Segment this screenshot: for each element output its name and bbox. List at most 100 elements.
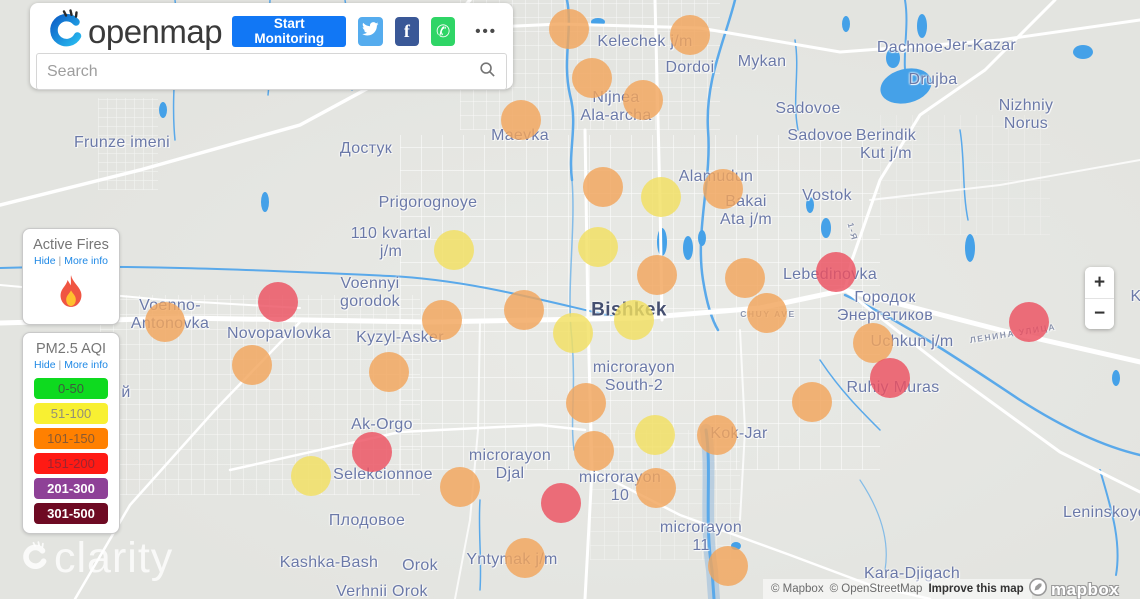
aqi-marker-orange[interactable] — [747, 293, 787, 333]
map-label: Kara-Djigach — [863, 565, 961, 583]
map-attribution: © Mapbox © OpenStreetMap Improve this ma… — [763, 579, 1032, 599]
map-label: Jer-Kazar — [943, 37, 1017, 55]
search-icon[interactable] — [479, 61, 496, 83]
map-label: Vostok — [802, 187, 852, 205]
aqi-marker-orange[interactable] — [708, 546, 748, 586]
aqi-marker-orange[interactable] — [549, 9, 589, 49]
aqi-marker-yellow[interactable] — [434, 230, 474, 270]
aqi-marker-orange[interactable] — [440, 467, 480, 507]
aqi-marker-red[interactable] — [816, 252, 856, 292]
aqi-marker-orange[interactable] — [505, 538, 545, 578]
aqi-marker-orange[interactable] — [697, 415, 737, 455]
aqi-hide-link[interactable]: Hide — [34, 359, 56, 371]
aqi-marker-orange[interactable] — [572, 58, 612, 98]
whatsapp-icon: ✆ — [435, 21, 451, 41]
map-label: Bakai Ata j/m — [720, 193, 772, 228]
map-label: Dachnoe — [876, 39, 944, 57]
facebook-icon: f — [403, 20, 410, 41]
aqi-marker-yellow[interactable] — [635, 415, 675, 455]
aqi-marker-red[interactable] — [258, 282, 298, 322]
search-box — [36, 53, 507, 90]
zoom-out-button[interactable]: − — [1085, 298, 1114, 329]
map-label: K — [1130, 288, 1140, 306]
aqi-scale-0-50: 0-50 — [34, 378, 108, 399]
map-label: Orok — [402, 557, 438, 575]
aqi-marker-yellow[interactable] — [578, 227, 618, 267]
aqi-marker-yellow[interactable] — [641, 177, 681, 217]
aqi-marker-red[interactable] — [870, 358, 910, 398]
search-input[interactable] — [37, 62, 479, 81]
mapbox-logo-icon — [1028, 577, 1048, 599]
aqi-marker-orange[interactable] — [623, 80, 663, 120]
map-label: Voennyi gorodok — [340, 275, 400, 310]
map-label: Kashka-Bash — [279, 554, 379, 572]
map-label: 110 kvartal j/m — [350, 225, 432, 260]
aqi-marker-orange[interactable] — [369, 352, 409, 392]
aqi-marker-orange[interactable] — [670, 15, 710, 55]
aqi-more-info-link[interactable]: More info — [64, 359, 108, 371]
logo-row: openmap Start Monitoring f ✆ ••• — [30, 3, 513, 55]
aqi-marker-orange[interactable] — [853, 323, 893, 363]
twitter-button[interactable] — [358, 16, 383, 46]
map-label: microrayon 11 — [659, 519, 743, 554]
map-label: Ak-Orgo — [351, 416, 413, 434]
header-card: openmap Start Monitoring f ✆ ••• — [30, 3, 513, 90]
aqi-marker-yellow[interactable] — [614, 300, 654, 340]
aqi-marker-orange[interactable] — [422, 300, 462, 340]
map-label: Nizhniy Norus — [998, 97, 1054, 132]
map-label: Frunze imeni — [73, 134, 171, 152]
map-label: Selekcionnoe — [333, 466, 433, 484]
osm-copyright[interactable]: © OpenStreetMap — [829, 583, 923, 595]
aqi-legend-panel: PM2.5 AQI Hide | More info 0-50 51-100 101… — [22, 332, 120, 534]
aqi-marker-orange[interactable] — [145, 302, 185, 342]
mapbox-logo[interactable]: mapbox — [1028, 577, 1119, 599]
link-divider: | — [58, 359, 65, 371]
map-label: Kyzyl-Asker — [356, 329, 444, 347]
active-fires-links: Hide | More info — [23, 255, 119, 267]
map-label: Плодовое — [328, 512, 406, 530]
active-fires-panel: Active Fires Hide | More info — [22, 228, 120, 325]
aqi-marker-red[interactable] — [352, 432, 392, 472]
aqi-marker-orange[interactable] — [703, 169, 743, 209]
aqi-marker-orange[interactable] — [637, 255, 677, 295]
zoom-control: + − — [1085, 267, 1114, 329]
twitter-icon — [362, 22, 379, 40]
zoom-divider — [1085, 297, 1114, 299]
map-label: Drujba — [908, 71, 958, 89]
active-fires-more-info-link[interactable]: More info — [64, 255, 108, 267]
overflow-menu-button[interactable]: ••• — [469, 22, 503, 41]
mapbox-copyright[interactable]: © Mapbox — [771, 583, 824, 595]
aqi-marker-yellow[interactable] — [553, 313, 593, 353]
aqi-marker-yellow[interactable] — [291, 456, 331, 496]
aqi-marker-orange[interactable] — [504, 290, 544, 330]
whatsapp-button[interactable]: ✆ — [430, 16, 456, 46]
aqi-marker-red[interactable] — [541, 483, 581, 523]
facebook-button[interactable]: f — [394, 16, 419, 46]
active-fires-title: Active Fires — [33, 237, 109, 253]
aqi-marker-orange[interactable] — [725, 258, 765, 298]
map-label: Mykan — [737, 53, 787, 71]
aqi-marker-orange[interactable] — [792, 382, 832, 422]
aqi-marker-orange[interactable] — [636, 468, 676, 508]
map-label: Sadovoe — [775, 100, 841, 118]
start-monitoring-button[interactable]: Start Monitoring — [232, 15, 347, 47]
aqi-marker-orange[interactable] — [583, 167, 623, 207]
mapbox-logo-text: mapbox — [1051, 579, 1120, 599]
aqi-marker-red[interactable] — [1009, 302, 1049, 342]
aqi-scale-201-300: 201-300 — [34, 478, 108, 499]
zoom-in-button[interactable]: + — [1085, 267, 1114, 298]
map-label: Berindik Kut j/m — [855, 127, 917, 162]
aqi-marker-orange[interactable] — [574, 431, 614, 471]
aqi-marker-orange[interactable] — [232, 345, 272, 385]
map-label: Городок Энергетиков — [836, 289, 934, 324]
aqi-marker-orange[interactable] — [501, 100, 541, 140]
aqi-scale-51-100: 51-100 — [34, 403, 108, 424]
aqi-marker-orange[interactable] — [566, 383, 606, 423]
map-label: Novopavlovka — [226, 325, 332, 343]
flame-icon — [23, 272, 119, 315]
active-fires-hide-link[interactable]: Hide — [34, 255, 56, 267]
map-label: Verhnii Orok — [336, 583, 428, 599]
clarity-logo-icon — [46, 8, 86, 55]
improve-map-link[interactable]: Improve this map — [928, 583, 1024, 595]
